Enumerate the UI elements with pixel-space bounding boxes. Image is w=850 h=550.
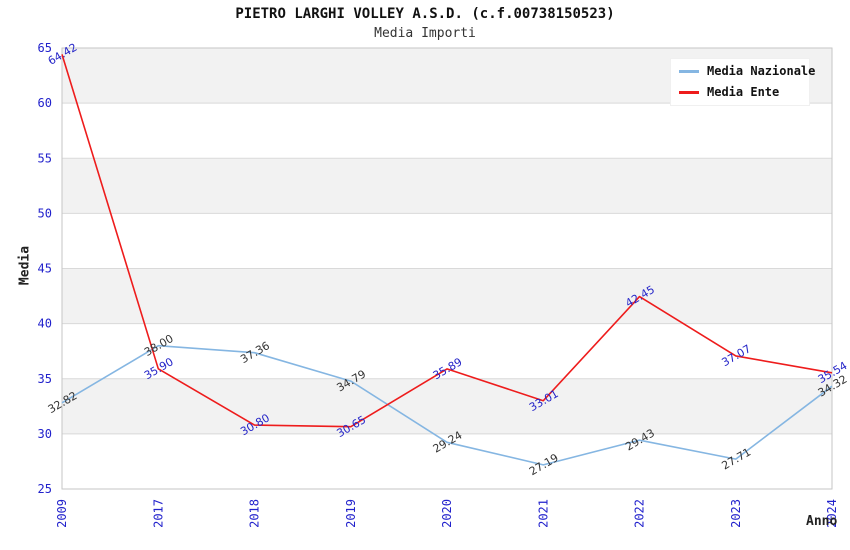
- plot-frame: [61, 47, 833, 490]
- y-tick-label: 50: [38, 206, 52, 220]
- y-axis-title: Media: [17, 245, 33, 286]
- media-ente-point-label: 35.90: [142, 355, 176, 382]
- y-tick-label: 30: [38, 427, 52, 441]
- media-ente-line: [61, 54, 833, 428]
- media-nazionale-point-label: 27.19: [527, 451, 561, 478]
- x-tick-label: 2021: [536, 499, 550, 528]
- y-tick-label: 35: [38, 372, 52, 386]
- x-tick-label: 2009: [55, 499, 69, 528]
- legend-label-media-ente: Media Ente: [707, 85, 780, 99]
- x-axis-title: Anno: [806, 514, 838, 529]
- media-ente-point-label: 35.89: [431, 355, 465, 382]
- legend: Media Nazionale Media Ente: [670, 58, 815, 106]
- media-ente-line-swatch: [679, 90, 699, 94]
- x-tick-label: 2023: [729, 499, 743, 528]
- legend-item-media-ente: Media Ente: [679, 85, 801, 99]
- y-tick-label: 65: [38, 41, 52, 55]
- x-tick-label: 2020: [440, 499, 454, 528]
- chart-title: PIETRO LARGHI VOLLEY A.S.D. (c.f.0073815…: [235, 6, 615, 22]
- media-ente-point-label: 37.07: [719, 342, 753, 369]
- plot-band: [62, 158, 832, 214]
- media-nazionale-line: [61, 344, 833, 466]
- x-tick-label: 2024: [825, 499, 839, 528]
- x-tick-label: 2018: [248, 499, 262, 528]
- plot-band: [62, 268, 832, 324]
- media-nazionale-point-label: 27.71: [719, 445, 753, 472]
- y-tick-label: 60: [38, 96, 52, 110]
- chart-subtitle: Media Importi: [374, 26, 476, 41]
- media-nazionale-point-label: 38.00: [142, 332, 176, 359]
- legend-label-media-nazionale: Media Nazionale: [707, 64, 816, 78]
- media-nazionale-line-swatch: [679, 69, 699, 73]
- x-tick-label: 2019: [344, 499, 358, 528]
- media-nazionale-point-label: 37.36: [238, 339, 272, 366]
- x-tick-label: 2022: [633, 499, 647, 528]
- y-tick-label: 45: [38, 262, 52, 276]
- legend-item-media-nazionale: Media Nazionale: [679, 64, 815, 78]
- x-tick-label: 2017: [151, 499, 165, 528]
- y-tick-label: 25: [38, 482, 52, 496]
- y-tick-label: 55: [38, 151, 52, 165]
- plot-band: [62, 378, 832, 434]
- y-tick-label: 40: [38, 317, 52, 331]
